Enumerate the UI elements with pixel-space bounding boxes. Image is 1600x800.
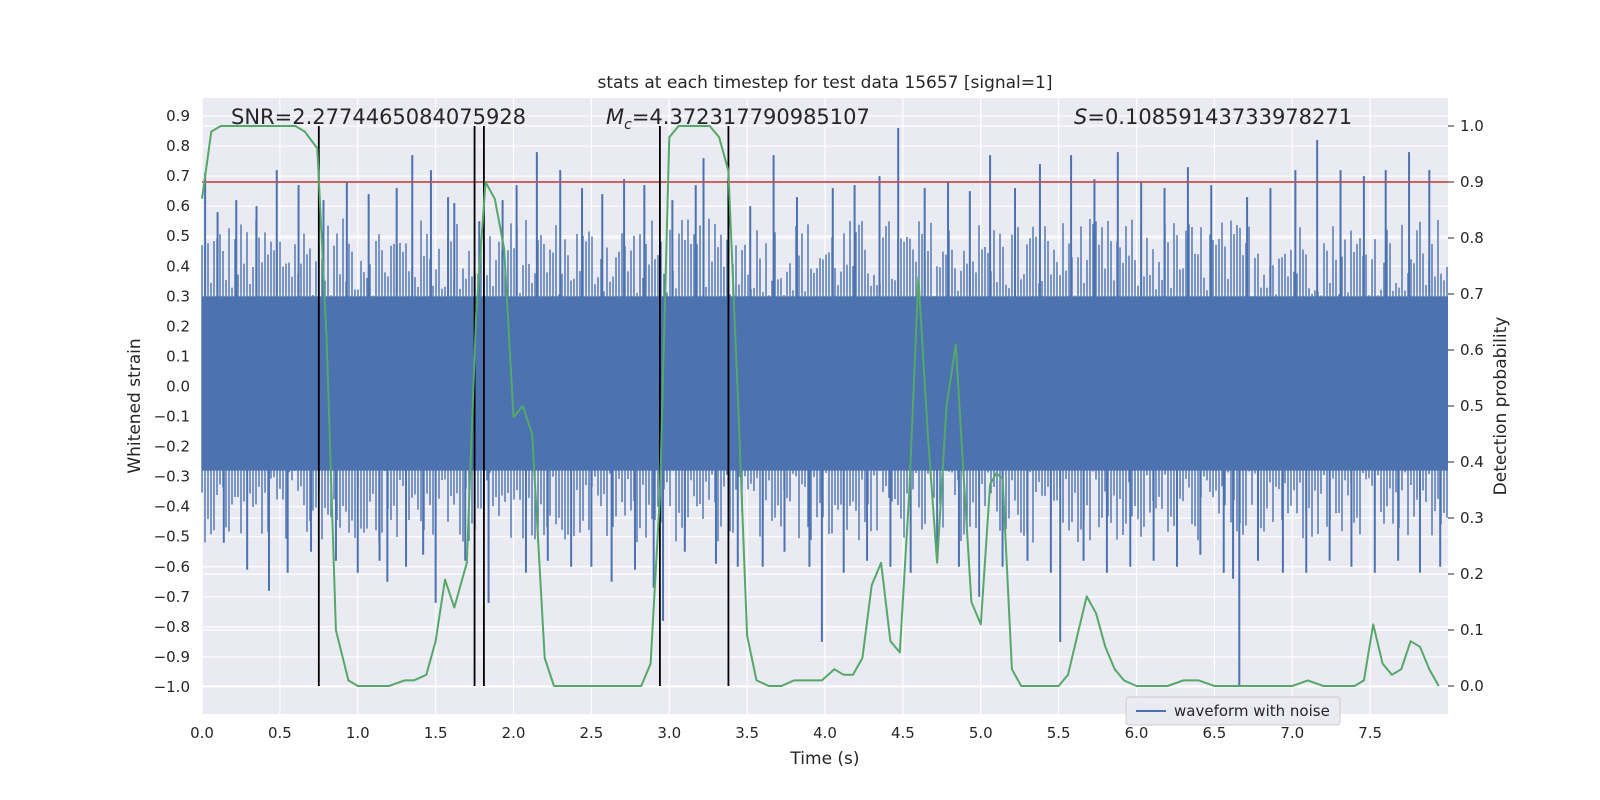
x-tick-label: 4.5 [891, 724, 915, 742]
right-y-tick-label: 0.2 [1460, 565, 1484, 583]
left-y-tick-label: 0.0 [166, 377, 190, 395]
x-tick-label: 2.0 [502, 724, 526, 742]
right-y-tick-label: 0.0 [1460, 677, 1484, 695]
x-tick-label: 4.0 [813, 724, 837, 742]
left-y-tick-label: 0.4 [166, 257, 190, 275]
x-tick-label: 2.5 [579, 724, 603, 742]
x-tick-label: 3.5 [735, 724, 759, 742]
x-tick-label: 5.0 [969, 724, 993, 742]
vertical-markers [317, 126, 730, 686]
snr-annotation: SNR=2.2774465084075928 [231, 105, 526, 129]
left-y-tick-label: −0.8 [154, 618, 190, 636]
detection-probability-series [201, 125, 1440, 687]
left-y-tick-label: 0.3 [166, 287, 190, 305]
left-y-tick-label: 0.8 [166, 137, 190, 155]
left-y-tick-label: 0.6 [166, 197, 190, 215]
chirp-mass-annotation: Mc=4.372317790985107 [606, 105, 870, 133]
left-y-tick-label: −0.9 [154, 648, 190, 666]
x-tick-label: 0.0 [190, 724, 214, 742]
waveform-spikes [201, 128, 1448, 687]
right-y-axis-label: Detection probability [1491, 317, 1511, 496]
left-y-tick-label: −0.3 [154, 468, 190, 486]
right-y-tick-label: 0.3 [1460, 509, 1484, 527]
right-y-tick-label: 0.8 [1460, 229, 1484, 247]
s-annotation: S=0.10859143733978271 [1074, 105, 1352, 129]
x-tick-label: 3.0 [657, 724, 681, 742]
left-y-tick-label: −1.0 [154, 678, 190, 696]
left-y-tick-label: 0.1 [166, 347, 190, 365]
left-y-axis-ticks: 0.9 0.8 0.7 0.6 0.5 0.4 0.3 0.2 0.1 0.0 −0.1 −0.2 −0… [154, 107, 190, 696]
right-y-tick-label: 0.6 [1460, 341, 1484, 359]
right-y-tick-label: 0.7 [1460, 285, 1484, 303]
left-y-tick-label: −0.5 [154, 528, 190, 546]
right-y-axis-ticks: 1.0 0.9 0.8 0.7 0.6 0.5 0.4 0.3 0.2 0.1 0.0 [1448, 117, 1484, 695]
left-y-axis-label: Whitened strain [125, 338, 145, 473]
s-symbol: S [1074, 105, 1087, 129]
x-tick-label: 1.0 [346, 724, 370, 742]
right-y-tick-label: 0.5 [1460, 397, 1484, 415]
x-axis-ticks: 0.0 0.5 1.0 1.5 2.0 2.5 3.0 3.5 4.0 4.5 5.0 5.5 6.0 6… [190, 724, 1382, 742]
detection-probability-line [201, 125, 1440, 687]
x-tick-label: 1.5 [424, 724, 448, 742]
legend-label: waveform with noise [1174, 702, 1330, 720]
left-y-tick-label: −0.4 [154, 498, 190, 516]
left-y-tick-label: 0.7 [166, 167, 190, 185]
left-y-tick-label: −0.7 [154, 588, 190, 606]
chirp-mass-subscript: c [624, 117, 632, 133]
legend-box [1125, 696, 1341, 726]
left-y-tick-label: −0.1 [154, 408, 190, 426]
x-tick-label: 6.0 [1125, 724, 1149, 742]
left-y-tick-label: 0.9 [166, 107, 190, 125]
right-y-tick-label: 1.0 [1460, 117, 1484, 135]
right-y-tick-label: 0.9 [1460, 173, 1484, 191]
left-y-tick-label: 0.2 [166, 317, 190, 335]
left-y-tick-label: −0.6 [154, 558, 190, 576]
s-value: =0.10859143733978271 [1087, 105, 1352, 129]
chirp-mass-value: =4.372317790985107 [632, 105, 870, 129]
x-tick-label: 5.5 [1047, 724, 1071, 742]
x-tick-label: 7.5 [1358, 724, 1382, 742]
x-tick-label: 7.0 [1280, 724, 1304, 742]
right-y-tick-label: 0.4 [1460, 453, 1484, 471]
x-axis-label: Time (s) [789, 749, 859, 769]
x-tick-label: 0.5 [268, 724, 292, 742]
x-tick-label: 6.5 [1202, 724, 1226, 742]
left-y-tick-label: 0.5 [166, 227, 190, 245]
left-y-tick-label: −0.2 [154, 438, 190, 456]
chirp-mass-symbol: M [606, 105, 624, 129]
chart-title: stats at each timestep for test data 156… [598, 73, 1053, 93]
right-y-tick-label: 0.1 [1460, 621, 1484, 639]
legend: waveform with noise [1125, 696, 1341, 726]
